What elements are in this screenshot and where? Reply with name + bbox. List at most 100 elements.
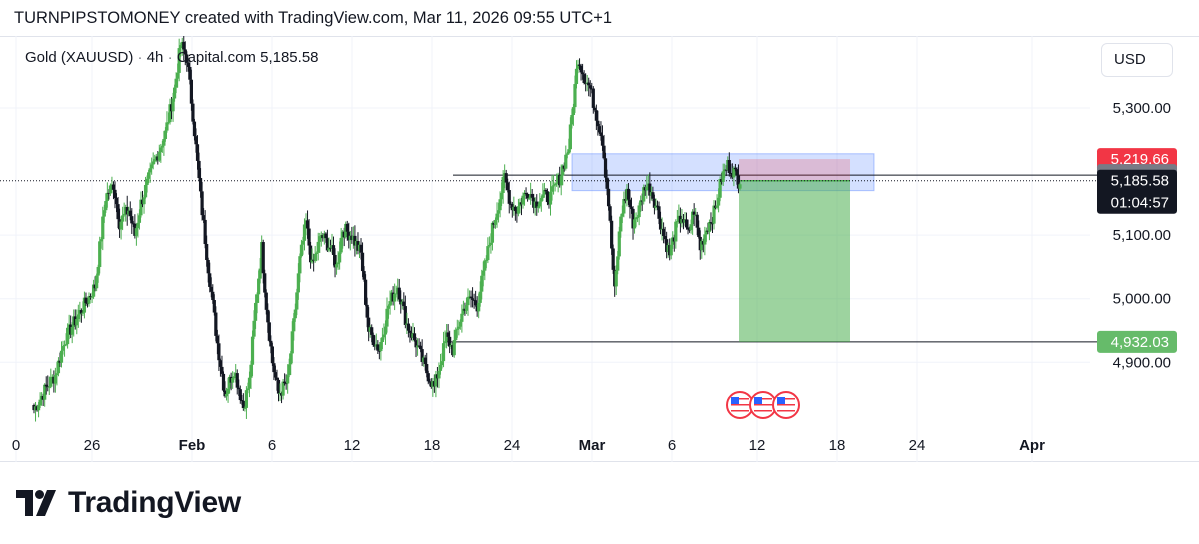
candle-body (360, 252, 365, 272)
candle-body (189, 79, 193, 104)
candle-body (130, 216, 134, 224)
candle-body (428, 381, 432, 383)
candle-body (658, 218, 663, 230)
candle-body (240, 400, 244, 402)
symbol-legend[interactable]: Gold (XAUUSD) · 4h · Capital.com 5,185.5… (25, 49, 319, 66)
tradingview-icon (16, 490, 56, 516)
candle-body (454, 329, 458, 341)
candle-body (226, 388, 230, 394)
candle-body (470, 298, 475, 300)
candle-body (490, 222, 495, 243)
candle-body (651, 192, 655, 199)
candle-body (157, 152, 161, 161)
candle-body (594, 110, 598, 121)
time-axis-label: 24 (504, 437, 521, 454)
candle-body (530, 194, 534, 198)
candle-body (270, 346, 274, 364)
candle-body (383, 326, 388, 335)
candle-body (388, 301, 392, 306)
candle-body (669, 244, 673, 256)
flag-stripe (731, 410, 749, 412)
candle-body (102, 210, 106, 217)
candle-body (406, 323, 410, 331)
candle-body (44, 384, 48, 387)
candle-body (91, 284, 96, 297)
candle-body (353, 235, 357, 246)
chart-drawings (0, 153, 1097, 343)
candle-body (258, 268, 262, 279)
candle-body (283, 381, 287, 384)
candle-body (162, 139, 166, 146)
candle-body (218, 360, 223, 367)
candle-body (393, 293, 397, 302)
candle-body (90, 296, 94, 298)
candle-body (324, 233, 328, 239)
candle-body (619, 216, 623, 232)
candle-body (215, 335, 219, 344)
price-axis-label: 5,000.00 (1113, 291, 1171, 308)
candle-body (53, 375, 57, 384)
candle-body (602, 145, 606, 159)
candle-body (516, 206, 521, 214)
chart-frame (0, 36, 1199, 462)
candle-body (166, 122, 171, 124)
flag-stripe (731, 404, 749, 406)
symbol-exchange: Capital.com (176, 49, 256, 66)
time-axis-label: 24 (909, 437, 926, 454)
candle-body (661, 228, 666, 237)
flag-stripe (777, 407, 795, 409)
candle-body (655, 205, 660, 207)
candle-body (733, 167, 738, 170)
candle-body (506, 182, 510, 191)
time-axis: 0 26 Feb 6 12 18 24 Mar 6 12 18 24 Apr (12, 437, 1045, 454)
candle-body (205, 244, 209, 260)
candle-body (252, 320, 256, 337)
candle-body (82, 297, 87, 313)
candle-body (290, 331, 294, 354)
candle-body (160, 145, 164, 148)
candle-body (403, 306, 407, 325)
candle-body (597, 126, 602, 133)
candle-body (275, 377, 279, 380)
tradingview-wordmark: TradingView (68, 486, 241, 519)
price-axis-label: 5,300.00 (1113, 100, 1171, 117)
currency-button[interactable]: USD (1101, 43, 1173, 77)
candle-body (241, 400, 245, 409)
candle-body (261, 242, 265, 274)
candle-body (333, 254, 337, 268)
candle-body (88, 296, 93, 298)
flag-stripe (731, 407, 749, 409)
candle-body (151, 161, 155, 165)
candle-body (137, 215, 142, 223)
price-tag-label: 4,932.03 (1111, 334, 1169, 351)
candle-body (507, 190, 511, 204)
candle-body (443, 341, 447, 344)
candle-body (610, 220, 614, 249)
candle-body (263, 273, 267, 293)
symbol-interval: 4h (146, 49, 164, 66)
candle-body (426, 373, 430, 382)
candle-body (577, 64, 582, 66)
candle-body (147, 172, 151, 179)
candle-body (380, 337, 385, 342)
candle-body (76, 314, 80, 320)
candle-body (200, 191, 204, 216)
candle-body (496, 210, 501, 214)
candle-body (264, 292, 268, 310)
candle-body (573, 84, 577, 108)
candle-body (444, 332, 449, 342)
candle-body (191, 103, 195, 122)
candle-body (286, 375, 290, 384)
candle-body (700, 241, 704, 251)
candle-body (642, 187, 646, 202)
candle-body (446, 332, 450, 337)
candle-body (121, 215, 125, 222)
candle-body (206, 259, 210, 274)
candle-body (441, 343, 446, 362)
candle-body (626, 188, 631, 200)
candle-body (192, 121, 197, 137)
candle-body (721, 171, 725, 182)
price-chart[interactable]: 0 26 Feb 6 12 18 24 Mar 6 12 18 24 Apr 5,300.00 5,100… (0, 36, 1199, 462)
candle-body (228, 376, 232, 389)
candle-body (498, 199, 502, 211)
